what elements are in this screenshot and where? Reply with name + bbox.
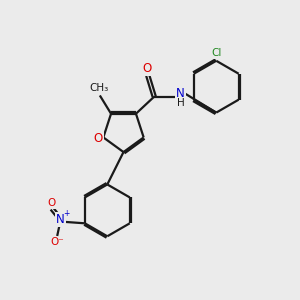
Text: CH₃: CH₃ [90,83,109,93]
Text: +: + [63,209,69,218]
Text: O: O [142,62,152,76]
Text: O: O [93,132,103,146]
Text: Cl: Cl [212,48,222,59]
Text: O⁻: O⁻ [50,238,64,248]
Text: N: N [176,87,185,100]
Text: O: O [48,198,56,208]
Text: H: H [177,98,184,108]
Text: N: N [56,213,65,226]
